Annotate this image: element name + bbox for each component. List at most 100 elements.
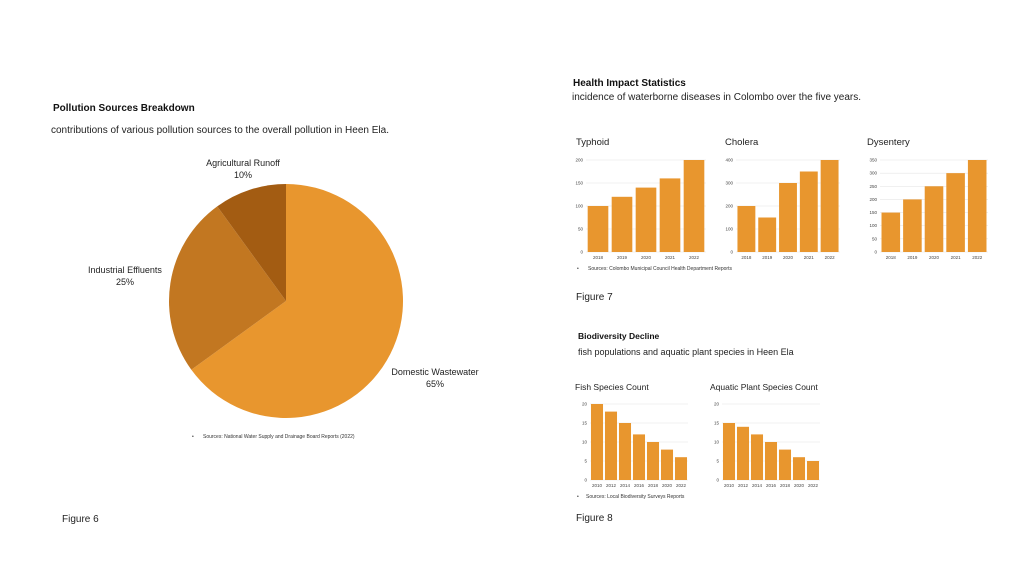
x-tick-label: 2018 xyxy=(780,483,791,488)
health-subtitle: incidence of waterborne diseases in Colo… xyxy=(572,92,862,103)
pie-label-agricultural-name: Agricultural Runoff xyxy=(206,158,280,168)
x-tick-label: 2020 xyxy=(783,255,794,260)
pie-slice-industrial xyxy=(169,206,286,370)
pie-label-industrial-pct: 25% xyxy=(115,277,134,287)
bio-source-bullet: • xyxy=(577,494,579,500)
typhoid-bar-chart: 0 50 100 150 200 2018 2019 2020 2021 2022 xyxy=(575,158,706,260)
x-tick-label: 2021 xyxy=(665,255,676,260)
x-tick-label: 2018 xyxy=(648,483,659,488)
bar xyxy=(618,423,632,480)
x-tick-label: 2020 xyxy=(794,483,805,488)
bar xyxy=(792,457,806,480)
y-tick-label: 250 xyxy=(869,184,877,189)
bar xyxy=(881,212,901,252)
x-tick-label: 2022 xyxy=(972,255,983,260)
fish-chart-title: Fish Species Count xyxy=(575,382,649,392)
pie-slice-agricultural xyxy=(217,184,286,301)
pie-label-industrial: Industrial Effluents 25% xyxy=(70,264,180,288)
plants-chart-title: Aquatic Plant Species Count xyxy=(710,382,818,392)
bar xyxy=(806,461,820,480)
figure-8-label: Figure 8 xyxy=(576,513,613,524)
bar xyxy=(967,160,987,252)
y-tick-label: 15 xyxy=(582,421,588,426)
y-tick-label: 5 xyxy=(716,459,719,464)
x-tick-label: 2014 xyxy=(752,483,763,488)
x-tick-label: 2016 xyxy=(766,483,777,488)
pollution-subtitle: contributions of various pollution sourc… xyxy=(51,125,389,136)
cholera-chart-title: Cholera xyxy=(725,137,759,148)
bar xyxy=(764,442,778,480)
y-tick-label: 350 xyxy=(869,158,877,163)
x-tick-label: 2019 xyxy=(762,255,773,260)
x-tick-label: 2022 xyxy=(825,255,836,260)
y-tick-label: 10 xyxy=(714,440,720,445)
y-tick-label: 20 xyxy=(714,402,720,407)
bar xyxy=(674,457,688,480)
figure-6-label: Figure 6 xyxy=(62,514,99,525)
pie-label-domestic: Domestic Wastewater 65% xyxy=(380,366,490,390)
y-tick-label: 200 xyxy=(725,204,733,209)
y-tick-label: 5 xyxy=(584,459,587,464)
x-tick-label: 2019 xyxy=(617,255,628,260)
plants-bar-chart: 0 5 10 15 20 2010 2012 2014 2016 2018 2020 2022 xyxy=(714,402,820,488)
y-tick-label: 15 xyxy=(714,421,720,426)
pollution-source: Sources: National Water Supply and Drain… xyxy=(203,434,355,440)
bar xyxy=(632,434,646,480)
x-tick-label: 2021 xyxy=(804,255,815,260)
x-tick-label: 2018 xyxy=(593,255,604,260)
pie-label-agricultural: Agricultural Runoff 10% xyxy=(198,157,288,181)
bar xyxy=(587,206,609,252)
health-source: Sources: Colombo Municipal Council Healt… xyxy=(588,266,732,272)
health-source-bullet: • xyxy=(577,266,579,272)
y-tick-label: 200 xyxy=(575,158,583,163)
bar xyxy=(611,196,633,252)
bar xyxy=(590,404,604,480)
bar xyxy=(604,411,618,480)
bar xyxy=(646,442,660,480)
bar xyxy=(779,183,797,252)
x-tick-label: 2012 xyxy=(738,483,749,488)
y-tick-label: 100 xyxy=(869,223,877,228)
bar xyxy=(758,217,777,252)
y-tick-label: 0 xyxy=(584,478,587,483)
y-tick-label: 400 xyxy=(725,158,733,163)
cholera-bar-chart: 0 100 200 300 400 2018 2019 2020 2021 2022 xyxy=(725,158,840,260)
bar xyxy=(750,434,764,480)
x-tick-label: 2020 xyxy=(929,255,940,260)
x-tick-label: 2022 xyxy=(808,483,819,488)
bio-heading: Biodiversity Decline xyxy=(578,331,660,341)
y-tick-label: 150 xyxy=(575,181,583,186)
bar xyxy=(924,186,944,252)
dysentery-bar-chart: 0 50 100 150 200 250 300 350 2018 2019 2020 2021 202… xyxy=(869,158,988,260)
fish-bar-chart: 0 5 10 15 20 2010 2012 2014 2016 2018 2020 2022 xyxy=(582,402,688,488)
typhoid-chart-title: Typhoid xyxy=(576,137,610,148)
pollution-source-bullet: • xyxy=(192,434,194,440)
bio-subtitle: fish populations and aquatic plant speci… xyxy=(578,347,794,357)
x-tick-label: 2021 xyxy=(951,255,962,260)
x-tick-label: 2014 xyxy=(620,483,631,488)
pie-label-industrial-name: Industrial Effluents xyxy=(88,265,162,275)
pie-slice-domestic xyxy=(191,184,404,418)
y-tick-label: 10 xyxy=(582,440,588,445)
x-tick-label: 2020 xyxy=(641,255,652,260)
x-tick-label: 2022 xyxy=(676,483,687,488)
pie-label-agricultural-pct: 10% xyxy=(233,170,252,180)
y-tick-label: 300 xyxy=(725,181,733,186)
pie-label-domestic-name: Domestic Wastewater xyxy=(391,367,479,377)
y-tick-label: 0 xyxy=(716,478,719,483)
y-tick-label: 200 xyxy=(869,197,877,202)
bar xyxy=(659,178,681,252)
pollution-heading: Pollution Sources Breakdown xyxy=(53,103,195,114)
y-tick-label: 0 xyxy=(874,250,877,255)
health-heading: Health Impact Statistics xyxy=(573,78,686,89)
x-tick-label: 2012 xyxy=(606,483,617,488)
y-tick-label: 50 xyxy=(578,227,584,232)
y-tick-label: 100 xyxy=(725,227,733,232)
bar xyxy=(722,423,736,480)
y-tick-label: 50 xyxy=(872,236,878,241)
bar xyxy=(660,449,674,480)
bar xyxy=(946,173,965,252)
x-tick-label: 2010 xyxy=(724,483,735,488)
y-tick-label: 0 xyxy=(580,250,583,255)
bar xyxy=(820,160,839,252)
